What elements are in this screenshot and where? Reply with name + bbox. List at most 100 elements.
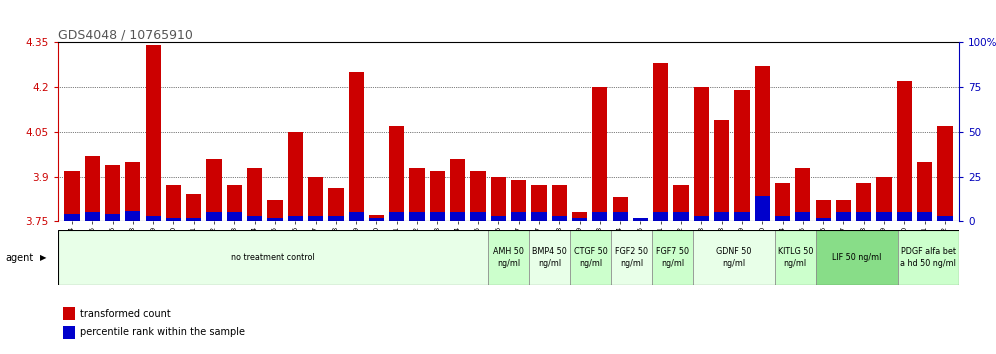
Bar <box>857 183 872 221</box>
Bar <box>651 230 693 285</box>
Bar <box>125 211 140 221</box>
Bar <box>857 212 872 221</box>
Bar <box>389 212 404 221</box>
Bar <box>125 162 140 221</box>
Bar <box>897 230 959 285</box>
Text: percentile rank within the sample: percentile rank within the sample <box>80 327 245 337</box>
Bar <box>488 230 529 285</box>
Bar <box>613 198 627 221</box>
Text: ▶: ▶ <box>40 253 47 262</box>
Bar <box>734 90 750 221</box>
Bar <box>552 185 567 221</box>
Bar <box>775 183 790 221</box>
Bar <box>593 212 608 221</box>
Bar <box>145 45 160 221</box>
Bar <box>267 200 283 221</box>
Bar <box>896 212 912 221</box>
Bar <box>937 126 952 221</box>
Bar <box>288 132 303 221</box>
Bar <box>186 194 201 221</box>
Text: FGF7 50
ng/ml: FGF7 50 ng/ml <box>655 247 689 268</box>
Bar <box>937 216 952 221</box>
Bar <box>816 230 897 285</box>
Bar <box>409 212 424 221</box>
Bar <box>896 81 912 221</box>
Bar <box>775 230 816 285</box>
Bar <box>714 120 729 221</box>
Text: GDNF 50
ng/ml: GDNF 50 ng/ml <box>716 247 752 268</box>
Bar <box>65 171 80 221</box>
Bar <box>105 214 121 221</box>
Bar <box>491 216 506 221</box>
Text: CTGF 50
ng/ml: CTGF 50 ng/ml <box>574 247 608 268</box>
Bar <box>653 212 668 221</box>
Bar <box>734 212 750 221</box>
Bar <box>105 165 121 221</box>
Bar <box>917 212 932 221</box>
Bar <box>836 200 851 221</box>
Bar <box>876 212 891 221</box>
Bar <box>369 218 384 221</box>
Bar <box>511 212 526 221</box>
Bar <box>917 162 932 221</box>
Text: agent: agent <box>5 252 33 263</box>
Bar <box>795 212 811 221</box>
Bar <box>673 185 688 221</box>
Bar <box>450 159 465 221</box>
Bar <box>450 212 465 221</box>
Bar <box>308 177 324 221</box>
Bar <box>267 218 283 221</box>
Bar <box>572 218 587 221</box>
Bar <box>593 87 608 221</box>
Bar <box>529 230 570 285</box>
Bar <box>836 212 851 221</box>
Bar <box>308 216 324 221</box>
Text: PDGF alfa bet
a hd 50 ng/ml: PDGF alfa bet a hd 50 ng/ml <box>900 247 956 268</box>
Bar <box>227 212 242 221</box>
Bar <box>611 230 651 285</box>
Bar <box>65 214 80 221</box>
Bar <box>349 72 364 221</box>
Bar <box>491 177 506 221</box>
Bar <box>470 171 486 221</box>
Text: KITLG 50
ng/ml: KITLG 50 ng/ml <box>778 247 813 268</box>
Bar <box>247 167 262 221</box>
Text: FGF2 50
ng/ml: FGF2 50 ng/ml <box>615 247 647 268</box>
Bar <box>349 212 364 221</box>
Bar <box>531 185 547 221</box>
Bar <box>673 212 688 221</box>
Bar <box>693 230 775 285</box>
Bar <box>430 171 445 221</box>
Bar <box>206 212 222 221</box>
Bar <box>755 196 770 221</box>
Bar <box>876 177 891 221</box>
Bar <box>775 216 790 221</box>
Bar <box>329 188 344 221</box>
Bar <box>552 216 567 221</box>
Bar <box>409 167 424 221</box>
Text: AMH 50
ng/ml: AMH 50 ng/ml <box>493 247 524 268</box>
Bar <box>816 200 831 221</box>
Bar <box>389 126 404 221</box>
Bar <box>632 218 648 221</box>
Bar <box>632 218 648 221</box>
Bar <box>166 218 181 221</box>
Bar <box>613 212 627 221</box>
Bar <box>714 212 729 221</box>
Text: transformed count: transformed count <box>80 309 170 319</box>
Bar <box>755 66 770 221</box>
Bar <box>288 216 303 221</box>
Text: BMP4 50
ng/ml: BMP4 50 ng/ml <box>532 247 567 268</box>
Bar <box>511 179 526 221</box>
Text: GDS4048 / 10765910: GDS4048 / 10765910 <box>58 28 192 41</box>
Bar <box>247 216 262 221</box>
Bar <box>795 167 811 221</box>
Bar <box>693 216 709 221</box>
Bar <box>186 218 201 221</box>
Bar <box>329 216 344 221</box>
Bar <box>58 230 488 285</box>
Bar <box>570 230 611 285</box>
Bar <box>816 218 831 221</box>
Bar <box>85 212 100 221</box>
Text: no treatment control: no treatment control <box>231 253 315 262</box>
